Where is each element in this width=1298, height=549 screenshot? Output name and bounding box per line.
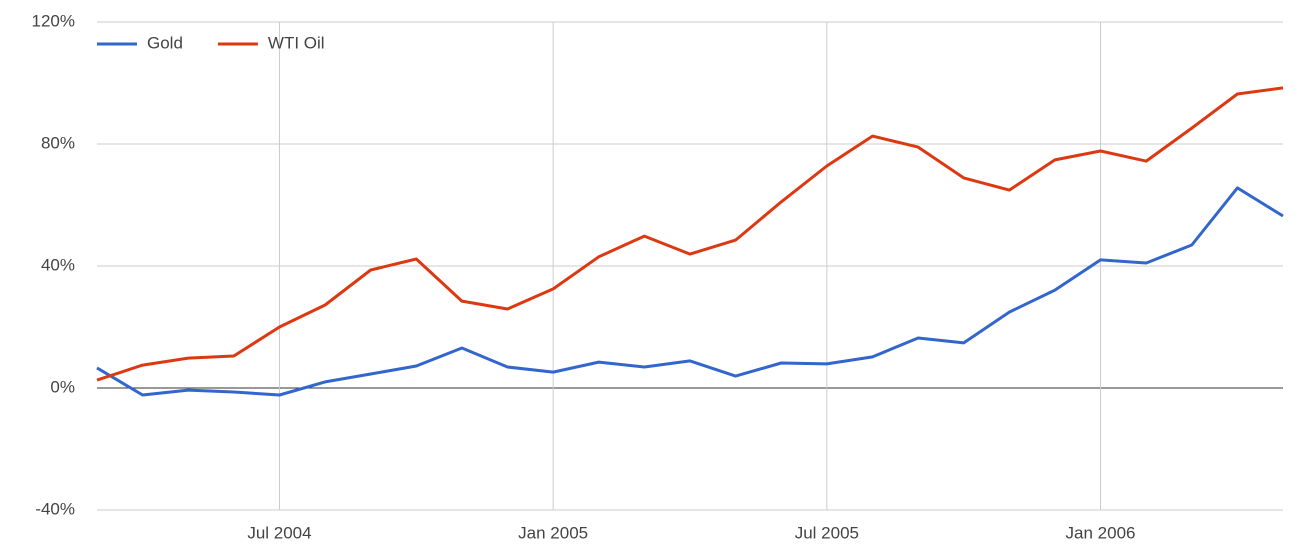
y-tick-label: 0% — [50, 377, 75, 396]
x-tick-label: Jul 2005 — [795, 523, 859, 542]
y-tick-label: 40% — [41, 255, 75, 274]
y-tick-label: 80% — [41, 133, 75, 152]
series-line — [96, 86, 1284, 382]
y-tick-label: 120% — [32, 11, 75, 30]
series-line — [96, 186, 1284, 397]
x-tick-label: Jul 2004 — [247, 523, 311, 542]
legend-label: Gold — [147, 33, 183, 52]
y-tick-label: -40% — [35, 499, 75, 518]
x-tick-label: Jan 2005 — [518, 523, 588, 542]
x-tick-label: Jan 2006 — [1066, 523, 1136, 542]
legend-label: WTI Oil — [268, 33, 325, 52]
